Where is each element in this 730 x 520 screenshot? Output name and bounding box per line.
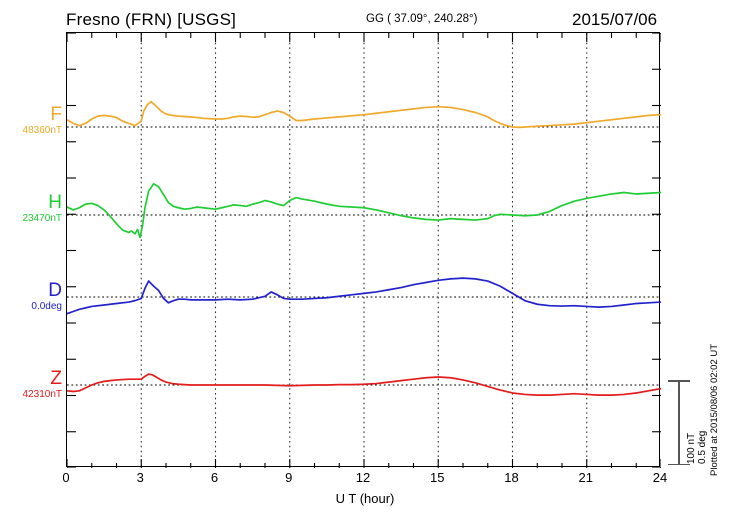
- channel-baseline-d: 0.0deg: [31, 300, 62, 312]
- scale-bar: 100 nT 0.5 deg: [666, 372, 708, 472]
- geographic-coordinates: GG ( 37.09°, 240.28°): [366, 13, 478, 25]
- x-tick-label: 18: [504, 470, 519, 485]
- plot-frame: [66, 32, 661, 468]
- x-axis-title: U T (hour): [335, 491, 395, 506]
- x-tick-label: 3: [136, 470, 144, 485]
- x-tick-label: 21: [578, 470, 593, 485]
- channel-symbol-d: D: [48, 280, 62, 301]
- channel-baseline-z: 42310nT: [22, 388, 62, 400]
- x-tick-label: 0: [62, 470, 70, 485]
- channel-label-d: D 0.0deg: [4, 281, 62, 312]
- channel-label-f: F 48360nT: [4, 105, 62, 136]
- channel-symbol-h: H: [48, 192, 62, 213]
- scale-bar-label-nt: 100 nT: [686, 432, 697, 464]
- x-tick-label: 15: [430, 470, 445, 485]
- trace-f: [67, 100, 661, 129]
- plotted-at-timestamp: Plotted at 2015/08/06 02:02 UT: [709, 343, 720, 476]
- channel-label-z: Z 42310nT: [4, 369, 62, 400]
- page-title: Fresno (FRN) [USGS]: [66, 10, 237, 33]
- x-tick-label: 9: [285, 470, 293, 485]
- channel-symbol-f: F: [50, 104, 62, 125]
- channel-baseline-f: 48360nT: [22, 124, 62, 136]
- x-axis-tick-labels: 0 3 6 9 12 15 18 21 24: [0, 470, 730, 488]
- x-tick-label: 12: [355, 470, 371, 485]
- channel-symbol-z: Z: [50, 368, 62, 389]
- x-tick-label: 6: [210, 470, 219, 485]
- trace-h: [67, 182, 661, 239]
- plot-date: 2015/07/06: [572, 10, 658, 29]
- channel-baseline-h: 23470nT: [22, 212, 62, 224]
- scale-bar-label-deg: 0.5 deg: [697, 430, 708, 464]
- trace-d: [67, 277, 661, 315]
- plot-canvas: [67, 33, 661, 468]
- channel-label-h: H 23470nT: [4, 193, 62, 224]
- x-tick-label: 24: [652, 470, 668, 485]
- trace-z: [67, 373, 661, 396]
- scale-bar-bottom-cap: [668, 463, 690, 466]
- scale-bar-line: [678, 380, 680, 465]
